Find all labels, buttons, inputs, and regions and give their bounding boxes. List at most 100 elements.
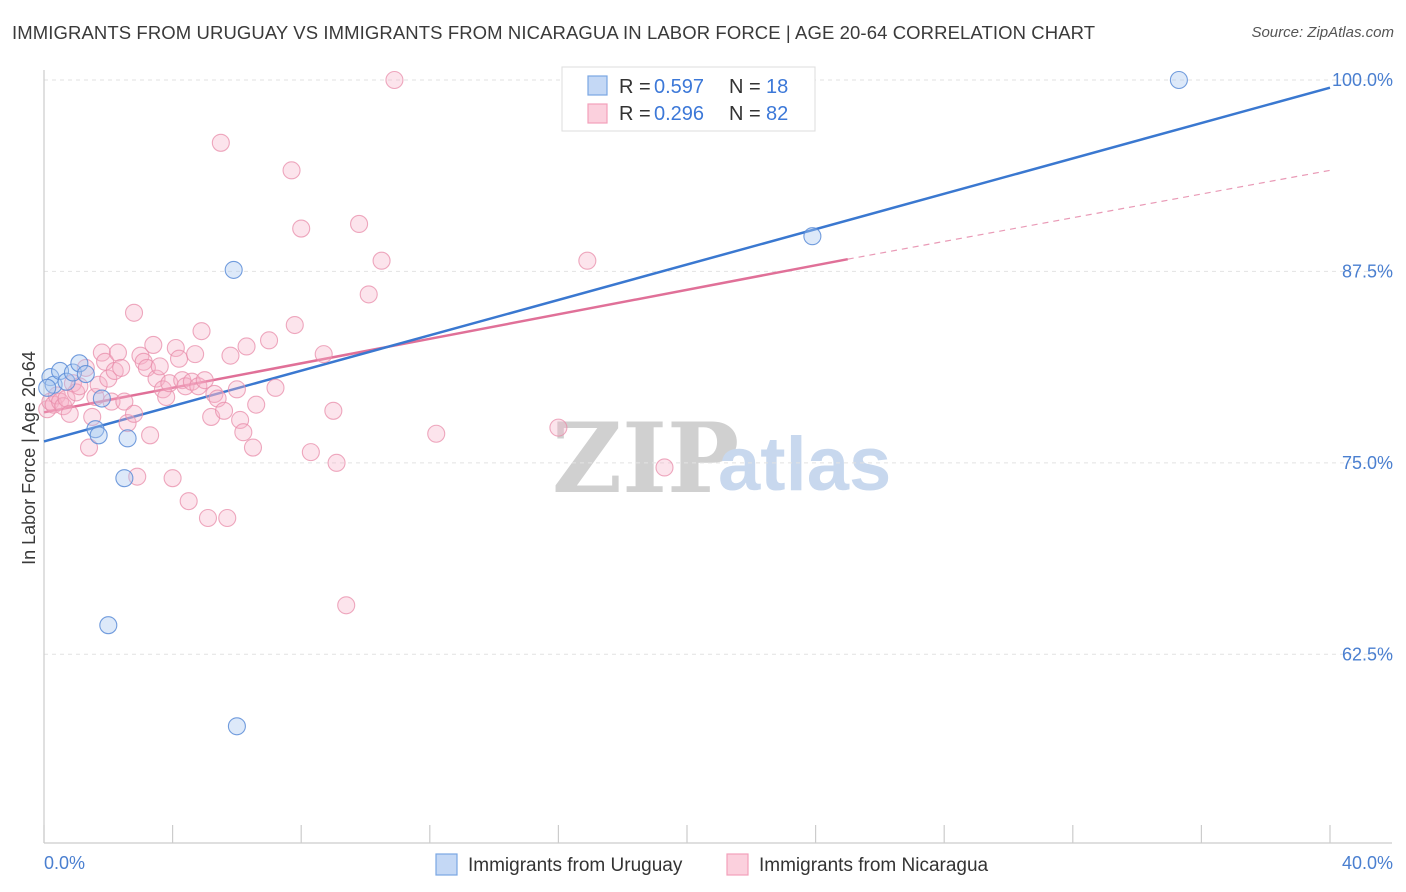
nicaragua-point-25: [124, 404, 144, 423]
uruguay-points: [38, 70, 1188, 736]
uruguay-point-5: [70, 354, 89, 373]
watermark-atlas: atlas: [718, 422, 891, 507]
x-tick-label-1: 40.0%: [1342, 853, 1393, 873]
source-credit: Source: ZipAtlas.com: [1251, 24, 1394, 41]
trend-line-nicaragua: [43, 257, 848, 414]
nicaragua-point-59: [234, 423, 253, 442]
nicaragua-point-60: [237, 337, 256, 356]
bottom-legend-label-nicaragua: Immigrants from Nicaragua: [759, 855, 989, 876]
nicaragua-point-64: [266, 378, 285, 397]
legend-n-label-nicaragua: N =: [729, 103, 761, 125]
legend-n-value-nicaragua: 82: [766, 103, 788, 125]
nicaragua-point-7: [60, 404, 79, 423]
nicaragua-point-31: [141, 426, 160, 445]
y-tick-label-3: 100.0%: [1332, 70, 1393, 90]
nicaragua-point-23: [115, 392, 134, 411]
nicaragua-point-55: [218, 508, 237, 528]
nicaragua-point-53: [211, 133, 230, 152]
nicaragua-point-40: [169, 349, 189, 368]
nicaragua-point-71: [327, 453, 346, 472]
nicaragua-point-22: [112, 358, 131, 377]
y-tick-label-1: 75.0%: [1342, 453, 1393, 473]
watermark-zip: ZIP: [552, 402, 739, 515]
nicaragua-point-70: [324, 401, 343, 420]
stats-legend: R = 0.597 N = 18 R = 0.296 N = 82: [561, 66, 816, 132]
uruguay-point-3: [57, 372, 76, 391]
nicaragua-point-69: [314, 345, 333, 364]
legend-n-value-uruguay: 18: [766, 76, 788, 98]
uruguay-point-8: [89, 426, 108, 445]
trend-line-uruguay: [43, 86, 1331, 443]
trend-lines: [43, 86, 1331, 443]
uruguay-point-15: [803, 227, 822, 246]
axes: [43, 70, 1392, 844]
nicaragua-point-80: [655, 458, 674, 477]
bottom-legend-swatch-uruguay: [435, 853, 458, 876]
uruguay-point-16: [1169, 70, 1188, 90]
nicaragua-point-24: [118, 413, 137, 433]
uruguay-point-12: [118, 429, 137, 448]
bottom-legend-swatch-nicaragua: [726, 853, 749, 876]
tick-labels: 62.5% 75.0% 87.5% 100.0% 0.0% 40.0%: [44, 70, 1393, 873]
uruguay-point-11: [115, 469, 134, 488]
legend-swatch-nicaragua: [587, 103, 608, 124]
nicaragua-point-67: [292, 219, 311, 238]
uruguay-point-14: [227, 717, 246, 736]
legend-r-value-uruguay: 0.597: [654, 76, 704, 98]
gridlines: [44, 79, 1392, 655]
nicaragua-point-36: [157, 387, 176, 407]
nicaragua-point-32: [144, 335, 163, 354]
bottom-legend-label-uruguay: Immigrants from Uruguay: [468, 855, 683, 876]
legend-r-label-uruguay: R =: [619, 76, 651, 98]
nicaragua-point-12: [79, 438, 99, 457]
trend-line-nicaragua-extension: [847, 169, 1331, 260]
nicaragua-point-79: [578, 251, 597, 270]
nicaragua-point-47: [192, 322, 211, 341]
x-tick-label-0: 0.0%: [44, 853, 85, 873]
nicaragua-point-65: [282, 161, 301, 180]
nicaragua-point-73: [350, 214, 369, 234]
nicaragua-point-72: [337, 596, 356, 615]
nicaragua-point-19: [102, 392, 121, 411]
nicaragua-point-75: [372, 251, 391, 270]
chart-title: IMMIGRANTS FROM URUGUAY VS IMMIGRANTS FR…: [12, 22, 1096, 43]
uruguay-point-13: [224, 260, 243, 279]
y-axis-label: In Labor Force | Age 20-64: [19, 351, 39, 565]
nicaragua-point-45: [186, 345, 205, 364]
legend-r-label-nicaragua: R =: [619, 103, 651, 125]
nicaragua-point-39: [166, 338, 185, 358]
nicaragua-point-74: [359, 285, 378, 304]
nicaragua-point-26: [124, 303, 144, 322]
legend-n-label-uruguay: N =: [729, 76, 761, 98]
nicaragua-point-34: [150, 357, 169, 376]
nicaragua-point-49: [198, 508, 218, 528]
uruguay-point-6: [76, 364, 95, 384]
y-tick-label-0: 62.5%: [1342, 644, 1393, 664]
nicaragua-point-77: [427, 424, 446, 443]
nicaragua-points: [38, 70, 716, 615]
nicaragua-point-38: [163, 469, 182, 488]
legend-swatch-uruguay: [587, 75, 608, 96]
nicaragua-point-42: [176, 377, 195, 396]
y-tick-label-2: 87.5%: [1342, 261, 1393, 281]
nicaragua-point-18: [99, 369, 118, 388]
series-legend: Immigrants from Uruguay Immigrants from …: [435, 853, 989, 876]
nicaragua-point-63: [259, 331, 279, 350]
nicaragua-point-15: [89, 375, 108, 394]
nicaragua-point-62: [247, 395, 266, 414]
legend-r-value-nicaragua: 0.296: [654, 103, 704, 125]
nicaragua-point-78: [549, 418, 568, 437]
nicaragua-point-21: [108, 343, 127, 362]
uruguay-point-17: [38, 378, 57, 397]
nicaragua-point-48: [195, 371, 214, 390]
uruguay-point-10: [99, 616, 118, 635]
nicaragua-point-43: [179, 492, 198, 511]
nicaragua-point-54: [214, 401, 234, 420]
uruguay-point-9: [92, 389, 111, 408]
nicaragua-point-61: [243, 438, 263, 457]
nicaragua-point-68: [301, 443, 320, 462]
nicaragua-point-56: [221, 346, 240, 365]
nicaragua-point-57: [227, 380, 246, 399]
nicaragua-point-76: [385, 70, 404, 90]
